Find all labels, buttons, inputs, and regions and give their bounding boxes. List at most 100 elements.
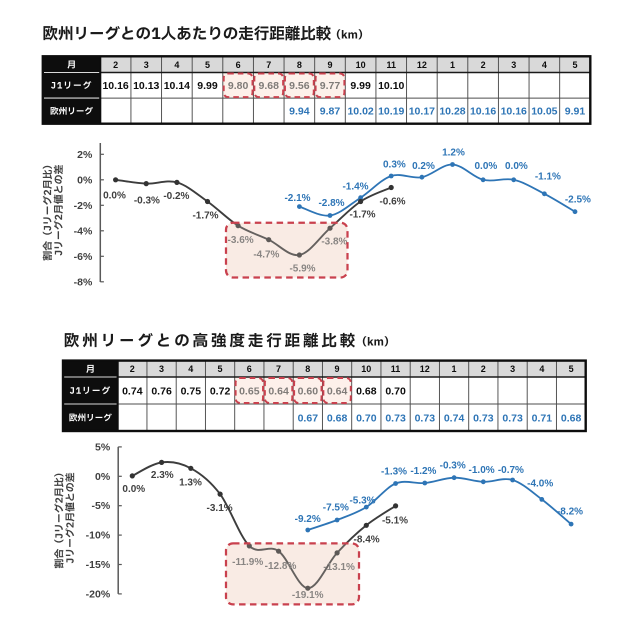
svg-text:3: 3: [144, 60, 149, 70]
svg-text:-12.8%: -12.8%: [265, 561, 297, 572]
svg-text:1.3%: 1.3%: [179, 478, 202, 489]
svg-text:-3.1%: -3.1%: [207, 503, 233, 514]
svg-text:11: 11: [386, 60, 396, 70]
svg-text:-1.0%: -1.0%: [469, 465, 495, 476]
svg-text:0.0%: 0.0%: [122, 484, 145, 495]
svg-text:12: 12: [417, 60, 427, 70]
svg-text:2: 2: [130, 364, 135, 374]
svg-text:9.77: 9.77: [320, 80, 341, 92]
svg-text:9: 9: [327, 60, 332, 70]
svg-text:-4%: -4%: [74, 225, 93, 237]
svg-text:9.80: 9.80: [228, 80, 249, 92]
svg-text:0.68: 0.68: [327, 412, 348, 424]
svg-text:9: 9: [335, 364, 340, 374]
svg-text:0.0%: 0.0%: [475, 161, 498, 172]
svg-text:0.67: 0.67: [298, 412, 319, 424]
svg-text:0.68: 0.68: [561, 412, 582, 424]
svg-text:0.64: 0.64: [268, 385, 289, 397]
svg-text:10.17: 10.17: [409, 106, 435, 118]
svg-text:1: 1: [452, 364, 457, 374]
svg-text:0%: 0%: [95, 471, 111, 483]
svg-text:-6%: -6%: [74, 251, 93, 263]
svg-text:9.87: 9.87: [320, 106, 341, 118]
svg-text:0.2%: 0.2%: [412, 161, 435, 172]
svg-text:5: 5: [218, 364, 223, 374]
svg-text:-4.7%: -4.7%: [253, 249, 279, 260]
svg-text:0.71: 0.71: [532, 412, 553, 424]
svg-text:-4.0%: -4.0%: [527, 478, 553, 489]
svg-text:3: 3: [511, 60, 516, 70]
svg-text:-0.7%: -0.7%: [498, 465, 524, 476]
svg-text:0.73: 0.73: [502, 412, 523, 424]
svg-text:-5%: -5%: [92, 500, 111, 512]
svg-text:3: 3: [510, 364, 515, 374]
svg-text:-2%: -2%: [74, 200, 93, 212]
svg-text:10.13: 10.13: [133, 80, 159, 92]
svg-text:10.16: 10.16: [501, 106, 527, 118]
svg-text:9.91: 9.91: [565, 106, 586, 118]
svg-text:0.70: 0.70: [356, 412, 377, 424]
svg-text:-5.1%: -5.1%: [382, 516, 408, 527]
svg-text:4: 4: [188, 364, 193, 374]
svg-text:-1.4%: -1.4%: [342, 181, 368, 192]
svg-text:4: 4: [174, 60, 179, 70]
svg-text:1.2%: 1.2%: [442, 147, 465, 158]
svg-text:0.70: 0.70: [385, 385, 406, 397]
svg-text:10.16: 10.16: [102, 80, 128, 92]
svg-text:0.64: 0.64: [327, 385, 348, 397]
svg-text:-1.7%: -1.7%: [192, 211, 218, 222]
svg-text:0.75: 0.75: [181, 385, 202, 397]
svg-text:0.73: 0.73: [415, 412, 436, 424]
svg-text:5: 5: [205, 60, 210, 70]
svg-text:7: 7: [266, 60, 271, 70]
svg-text:12: 12: [420, 364, 430, 374]
svg-text:-5.9%: -5.9%: [289, 264, 315, 275]
svg-text:10: 10: [356, 60, 366, 70]
svg-text:-8%: -8%: [74, 276, 93, 288]
svg-text:0.65: 0.65: [239, 385, 260, 397]
svg-text:4: 4: [539, 364, 544, 374]
svg-text:3: 3: [159, 364, 164, 374]
svg-text:-3.6%: -3.6%: [228, 235, 254, 246]
svg-text:-2.5%: -2.5%: [565, 194, 591, 205]
svg-text:9.99: 9.99: [197, 80, 218, 92]
svg-text:10.10: 10.10: [378, 80, 404, 92]
svg-text:-11.9%: -11.9%: [232, 557, 263, 568]
svg-text:1: 1: [450, 60, 455, 70]
svg-text:-1.1%: -1.1%: [535, 172, 561, 183]
svg-text:-0.3%: -0.3%: [134, 196, 160, 207]
svg-text:-15%: -15%: [86, 559, 111, 571]
svg-text:9.94: 9.94: [289, 106, 310, 118]
svg-text:0.76: 0.76: [151, 385, 172, 397]
svg-text:9.99: 9.99: [350, 80, 371, 92]
svg-text:7: 7: [276, 364, 281, 374]
svg-text:0.74: 0.74: [122, 385, 143, 397]
svg-text:5: 5: [569, 364, 574, 374]
svg-text:2: 2: [113, 60, 118, 70]
svg-text:10.05: 10.05: [531, 106, 557, 118]
svg-text:-7.5%: -7.5%: [323, 503, 349, 514]
svg-text:-20%: -20%: [86, 588, 111, 600]
svg-text:-2.1%: -2.1%: [284, 193, 310, 204]
svg-text:10.16: 10.16: [470, 106, 496, 118]
svg-text:0.0%: 0.0%: [103, 191, 126, 202]
svg-text:0.73: 0.73: [473, 412, 494, 424]
svg-text:8: 8: [297, 60, 302, 70]
svg-text:-1.2%: -1.2%: [410, 466, 436, 477]
svg-text:0%: 0%: [77, 174, 93, 186]
svg-text:-0.2%: -0.2%: [163, 191, 189, 202]
svg-text:0.72: 0.72: [210, 385, 231, 397]
svg-text:9.68: 9.68: [259, 80, 280, 92]
svg-text:-13.1%: -13.1%: [323, 562, 355, 573]
svg-text:-8.4%: -8.4%: [354, 534, 380, 545]
svg-text:-0.6%: -0.6%: [379, 197, 405, 208]
svg-text:9.56: 9.56: [289, 80, 310, 92]
svg-text:2.3%: 2.3%: [151, 470, 174, 481]
svg-text:2: 2: [481, 60, 486, 70]
svg-text:10.02: 10.02: [347, 106, 373, 118]
svg-text:11: 11: [391, 364, 401, 374]
svg-text:-1.7%: -1.7%: [349, 210, 375, 221]
svg-text:-10%: -10%: [86, 530, 111, 542]
svg-text:10: 10: [361, 364, 371, 374]
svg-text:6: 6: [236, 60, 241, 70]
